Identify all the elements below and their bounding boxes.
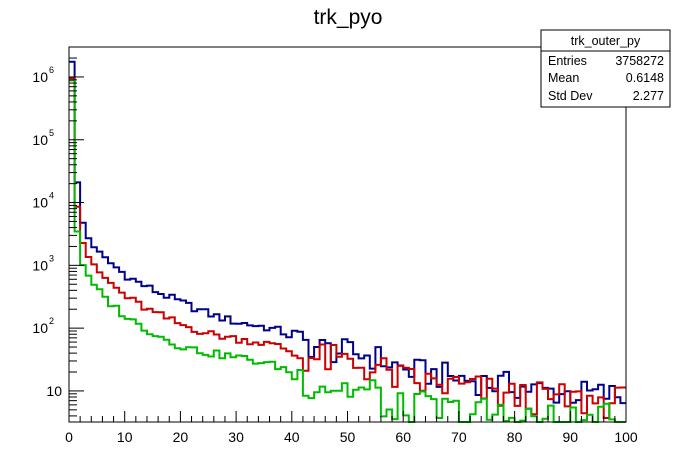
stats-stddev-label: Std Dev <box>548 89 593 103</box>
stats-entries-value: 3758272 <box>615 54 664 68</box>
x-tick-label: 40 <box>284 429 300 445</box>
stats-entries-label: Entries <box>548 54 587 68</box>
series-layer <box>69 60 626 423</box>
y-tick-label: 10 <box>46 383 62 399</box>
x-tick-label: 20 <box>173 429 189 445</box>
stats-box: trk_outer_py Entries 3758272 Mean 0.6148… <box>540 29 671 108</box>
series-line-3 <box>69 79 626 423</box>
y-tick-exponent: 4 <box>49 191 54 201</box>
y-tick-exponent: 3 <box>49 253 54 263</box>
x-tick-label: 70 <box>451 429 467 445</box>
y-tick-label: 10 <box>32 195 48 211</box>
stats-mean-value: 0.6148 <box>626 71 664 85</box>
stats-mean-label: Mean <box>548 71 579 85</box>
stats-stddev-value: 2.277 <box>633 89 664 103</box>
x-tick-label: 10 <box>117 429 133 445</box>
y-tick-label: 10 <box>32 69 48 85</box>
series-line-1 <box>69 60 626 405</box>
stats-box-name: trk_outer_py <box>571 34 641 48</box>
x-tick-label: 0 <box>65 429 73 445</box>
x-tick-label: 30 <box>228 429 244 445</box>
y-tick-label: 10 <box>32 132 48 148</box>
series-line-2 <box>69 77 626 419</box>
y-tick-exponent: 2 <box>49 316 54 326</box>
x-tick-label: 90 <box>563 429 579 445</box>
chart-title: trk_pyo <box>314 6 383 29</box>
y-tick-label: 10 <box>32 320 48 336</box>
y-tick-exponent: 5 <box>49 128 54 138</box>
y-tick-exponent: 6 <box>49 65 54 75</box>
x-tick-label: 50 <box>340 429 356 445</box>
x-tick-label: 100 <box>614 429 638 445</box>
x-tick-label: 80 <box>507 429 523 445</box>
stats-box-frame <box>540 29 671 108</box>
y-tick-label: 10 <box>32 257 48 273</box>
x-tick-label: 60 <box>395 429 411 445</box>
x-axis: 0 10 20 30 40 50 60 70 80 90 100 <box>65 411 638 445</box>
